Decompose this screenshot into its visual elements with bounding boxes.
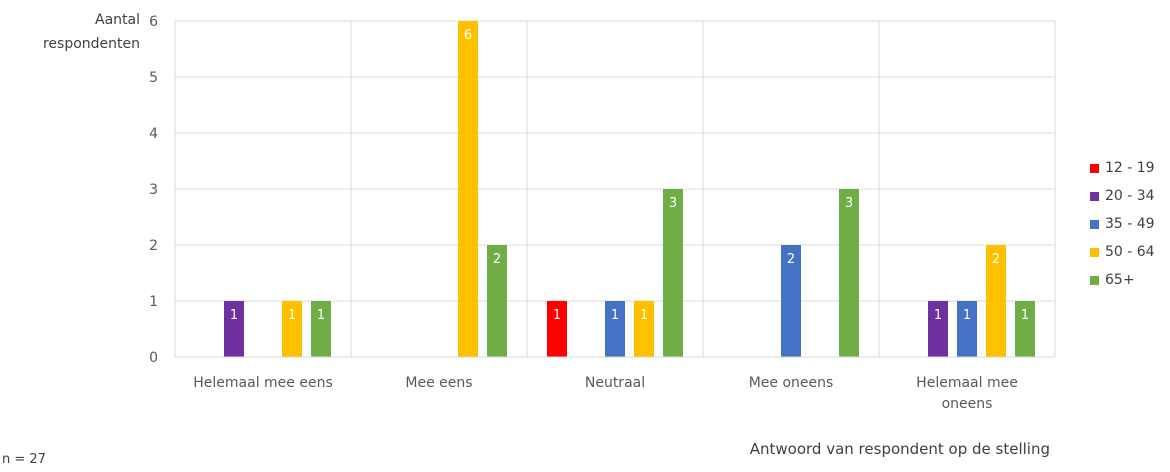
bar <box>487 245 507 357</box>
bar-data-label: 1 <box>317 308 325 323</box>
bar <box>986 245 1006 357</box>
legend-item: 20 - 34 <box>1090 182 1170 210</box>
bar-data-label: 2 <box>787 252 795 267</box>
legend-label: 65+ <box>1105 272 1135 288</box>
x-tick-label: oneens <box>942 396 993 412</box>
bar <box>957 301 977 357</box>
bar <box>605 301 625 357</box>
legend-swatch <box>1090 247 1099 257</box>
legend-swatch <box>1090 163 1099 173</box>
legend-item: 50 - 64 <box>1090 238 1170 266</box>
legend: 12 - 19 20 - 34 35 - 49 50 - 64 65+ <box>1090 154 1170 294</box>
bar <box>781 245 801 357</box>
y-tick-label: 5 <box>149 70 158 86</box>
bar-data-label: 2 <box>493 252 501 267</box>
bar <box>839 189 859 357</box>
bar-data-label: 1 <box>963 308 971 323</box>
legend-item: 35 - 49 <box>1090 210 1170 238</box>
y-tick-label: 4 <box>149 126 158 142</box>
y-tick-label: 2 <box>149 238 158 254</box>
legend-swatch <box>1090 191 1099 201</box>
bar <box>663 189 683 357</box>
bar <box>547 301 567 357</box>
y-axis-label-line-2: respondenten <box>42 36 140 52</box>
y-axis-label-line-1: Aantal <box>95 12 140 28</box>
bar-data-label: 1 <box>1021 308 1029 323</box>
bar-data-label: 1 <box>288 308 296 323</box>
bar-data-label: 1 <box>640 308 648 323</box>
bar <box>1015 301 1035 357</box>
legend-item: 65+ <box>1090 266 1170 294</box>
bar-data-label: 2 <box>992 252 1000 267</box>
bar-chart: 0 1 2 3 4 5 6 1 1 1 Helemaal mee eens 6 2 Mee eens 1 1 1… <box>149 14 1056 412</box>
legend-item: 12 - 19 <box>1090 154 1170 182</box>
y-axis-label: Aantal respondenten <box>0 8 140 56</box>
bar-data-label: 3 <box>669 196 677 211</box>
bar-data-label: 1 <box>553 308 561 323</box>
legend-label: 35 - 49 <box>1105 216 1155 232</box>
legend-swatch <box>1090 275 1099 285</box>
bar <box>311 301 331 357</box>
bar <box>634 301 654 357</box>
bar-data-label: 1 <box>934 308 942 323</box>
bar-data-label: 3 <box>845 196 853 211</box>
legend-label: 20 - 34 <box>1105 188 1155 204</box>
x-tick-label: Neutraal <box>585 375 645 391</box>
y-tick-label: 1 <box>149 294 158 310</box>
x-tick-label: Helemaal mee eens <box>193 375 333 391</box>
bar-data-label: 1 <box>230 308 238 323</box>
legend-label: 50 - 64 <box>1105 244 1155 260</box>
bar-data-label: 1 <box>611 308 619 323</box>
x-tick-label: Mee eens <box>405 375 472 391</box>
legend-label: 12 - 19 <box>1105 160 1155 176</box>
sample-size-note: n = 27 <box>2 452 46 467</box>
x-tick-label: Helemaal mee <box>916 375 1018 391</box>
y-tick-label: 6 <box>149 14 158 30</box>
legend-swatch <box>1090 219 1099 229</box>
bar <box>282 301 302 357</box>
bar <box>458 21 478 357</box>
x-axis-label: Antwoord van respondent op de stelling <box>749 440 1050 458</box>
y-tick-label: 3 <box>149 182 158 198</box>
bar <box>224 301 244 357</box>
y-tick-label: 0 <box>149 350 158 366</box>
bar <box>928 301 948 357</box>
x-tick-label: Mee oneens <box>749 375 834 391</box>
bar-data-label: 6 <box>464 28 472 43</box>
